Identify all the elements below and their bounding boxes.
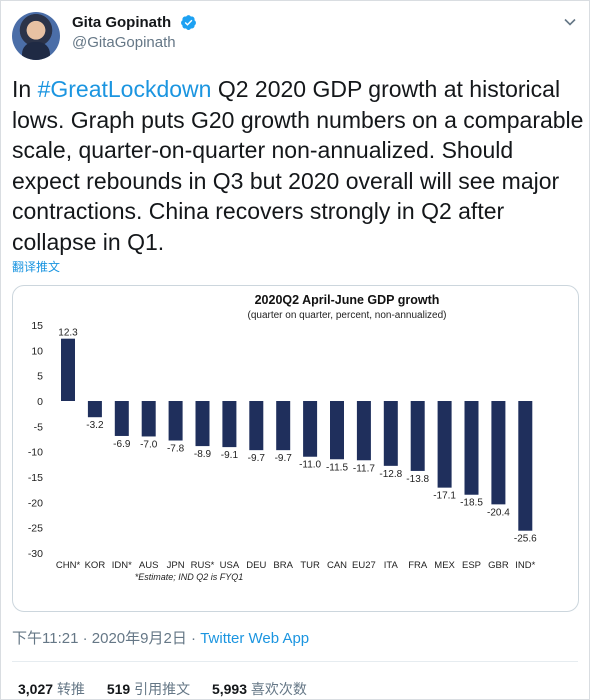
x-tick-label: FRA [408,560,428,571]
x-tick-label: TUR [300,560,320,571]
y-tick-label: -30 [28,548,43,560]
y-tick-label: -20 [28,497,43,509]
bar-rus [195,401,210,447]
bar-bra [276,401,291,451]
data-label: -9.7 [275,453,293,464]
y-tick-label: 15 [31,320,43,332]
y-tick-label: -5 [34,421,43,433]
x-tick-label: RUS* [191,560,215,571]
x-tick-label: IDN* [112,560,132,571]
meta-separator: · [78,630,92,647]
y-tick-label: 0 [37,396,43,408]
retweets-count: 3,027 [18,681,54,697]
bar-chn [61,338,75,401]
tweet-meta: 下午11:21 · 2020年9月2日 · Twitter Web App [12,627,309,648]
data-label: -11.5 [326,462,348,473]
divider [12,661,578,662]
likes-label: 喜欢次数 [250,681,307,697]
translate-tweet-link[interactable]: 翻译推文 [12,260,61,274]
x-tick-label: KOR [85,560,106,571]
data-label: -9.1 [221,450,239,461]
tweet-text-prefix: In [12,76,38,102]
quotes-label: 引用推文 [134,681,191,697]
bar-ita [383,401,398,466]
data-label: -3.2 [86,420,104,431]
data-label: -13.8 [406,474,429,485]
likes-count: 5,993 [211,681,248,697]
verified-badge-icon [181,15,196,30]
data-label: 12.3 [58,328,78,339]
retweets-label: 转推 [56,681,85,697]
y-tick-label: -15 [28,472,43,484]
x-tick-label: IND* [515,560,535,571]
meta-separator: · [186,630,201,647]
bar-kor [87,401,102,418]
data-label: -18.5 [460,498,483,509]
tweet-source-link[interactable]: Twitter Web App [200,630,310,647]
chevron-down-icon[interactable] [562,14,578,30]
y-tick-label: -25 [28,523,43,535]
data-label: -17.1 [433,491,456,502]
hashtag-link[interactable]: #GreatLockdown [37,76,212,102]
likes-stat[interactable]: 5,993 喜欢次数 [212,681,307,697]
gdp-growth-chart: 2020Q2 April-June GDP growth (quarter on… [28,293,537,582]
bar-gbr [491,401,506,505]
data-label: -11.0 [299,460,321,471]
chart-subtitle: (quarter on quarter, percent, non-annual… [247,310,446,321]
x-tick-label: USA [220,560,240,571]
x-tick-label: EU27 [352,560,376,571]
retweets-stat[interactable]: 3,027 转推 [18,681,85,697]
data-label: -25.6 [514,534,537,545]
chart-title: 2020Q2 April-June GDP growth [255,293,440,307]
chart-footnote: *Estimate; IND Q2 is FYQ1 [135,572,244,582]
x-tick-label: CHN* [56,560,81,571]
quotes-count: 519 [106,681,131,697]
bar-usa [222,401,237,448]
tweet-time[interactable]: 下午11:21 [12,630,79,647]
bar-can [330,401,344,460]
tweet-text: In #GreatLockdown Q2 2020 GDP growth at … [12,74,584,257]
bar-fra [410,401,425,471]
quote-tweets-stat[interactable]: 519 引用推文 [107,681,190,697]
author-name[interactable]: Gita Gopinath [72,14,172,31]
x-tick-label: AUS [139,560,159,571]
data-label: -20.4 [487,507,510,518]
bar-eu27 [356,401,371,461]
y-tick-label: 10 [31,345,43,357]
bar-ind [518,401,533,531]
tweet-image[interactable]: 2020Q2 April-June GDP growth (quarter on… [12,285,579,612]
x-tick-label: ESP [462,560,481,571]
data-label: -12.8 [379,469,402,480]
x-tick-label: BRA [273,560,293,571]
x-tick-label: DEU [246,560,266,571]
tweet-date[interactable]: 2020年9月2日 [91,630,187,647]
data-label: -7.0 [140,439,158,450]
data-label: -7.8 [167,444,185,455]
x-tick-label: GBR [488,560,509,571]
data-label: -9.7 [248,453,266,464]
x-tick-label: JPN [167,560,185,571]
data-label: -8.9 [194,449,212,460]
bar-mex [437,401,452,488]
bar-deu [249,401,264,451]
bar-aus [141,401,156,437]
data-label: -6.9 [113,439,131,450]
x-tick-label: CAN [327,560,347,571]
x-tick-label: ITA [384,560,399,571]
author-handle[interactable]: @GitaGopinath [72,34,176,51]
bar-jpn [168,401,183,441]
y-tick-label: -10 [28,447,43,459]
x-tick-label: MEX [434,560,455,571]
bar-tur [303,401,318,457]
bar-esp [464,401,479,495]
data-label: -11.7 [353,463,375,474]
bar-idn [114,401,129,436]
author-avatar[interactable] [12,12,60,60]
tweet-text-body: Q2 2020 GDP growth at historical lows. G… [12,76,584,255]
y-tick-label: 5 [37,371,43,383]
tweet-stats: 3,027 转推 519 引用推文 5,993 喜欢次数 [18,679,325,699]
